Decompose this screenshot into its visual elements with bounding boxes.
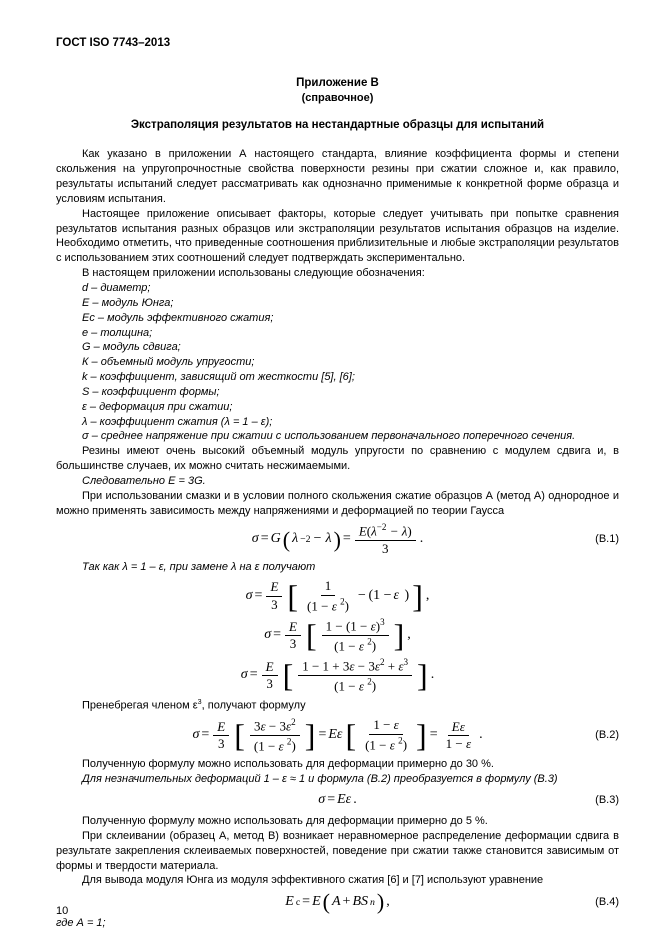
document-id: ГОСТ ISO 7743–2013: [56, 36, 619, 52]
document-page: ГОСТ ISO 7743–2013 Приложение В (справоч…: [0, 0, 661, 935]
eqnum-b2: (В.2): [595, 728, 619, 743]
paragraph-10: Для незначительных деформаций 1 – ε ≈ 1 …: [56, 772, 619, 787]
page-number: 10: [56, 904, 68, 919]
def-sig: σ – среднее напряжение при сжатии с испо…: [56, 429, 619, 444]
paragraph-3: В настоящем приложении использованы след…: [56, 266, 619, 281]
eqnum-b3: (В.3): [595, 793, 619, 808]
def-e: е – толщина;: [56, 326, 619, 341]
appendix-title: Приложение В: [56, 76, 619, 92]
equation-b2: σ = E3 [ 3ε − 3ε2(1 − ε 2) ] = Eε [ 1 − …: [56, 717, 619, 753]
paragraph-7: Так как λ = 1 – ε, при замене λ на ε пол…: [56, 560, 619, 575]
definitions-list: d – диаметр; Е – модуль Юнга; Eс – модул…: [56, 281, 619, 444]
paragraph-11: Полученную формулу можно использовать дл…: [56, 814, 619, 829]
equation-b4: Ec = E(A + BSn), (В.4): [56, 892, 619, 912]
def-G: G – модуль сдвига;: [56, 340, 619, 355]
paragraph-14: где А = 1;: [56, 916, 619, 931]
equation-int3: σ = E3 [ 1 − 1 + 3ε − 3ε2 + ε3(1 − ε 2) …: [56, 657, 619, 693]
eqnum-b4: (В.4): [595, 895, 619, 910]
paragraph-1: Как указано в приложении А настоящего ст…: [56, 147, 619, 206]
appendix-heading: Экстраполяция результатов на нестандартн…: [56, 118, 619, 134]
def-S: S – коэффициент формы;: [56, 385, 619, 400]
paragraph-5: Следовательно Е = 3G.: [56, 474, 619, 489]
paragraph-6: При использовании смазки и в условии пол…: [56, 489, 619, 519]
paragraph-2: Настоящее приложение описывает факторы, …: [56, 207, 619, 266]
paragraph-8: Пренебрегая членом ε3, получают формулу: [56, 698, 619, 714]
def-eps: ε – деформация при сжатии;: [56, 400, 619, 415]
def-k: k – коэффициент, зависящий от жесткости …: [56, 370, 619, 385]
paragraph-13: Для вывода модуля Юнга из модуля эффекти…: [56, 873, 619, 888]
def-lam: λ – коэффициент сжатия (λ = 1 – ε);: [56, 415, 619, 430]
def-d: d – диаметр;: [56, 281, 619, 296]
paragraph-9: Полученную формулу можно использовать дл…: [56, 757, 619, 772]
paragraph-12: При склеивании (образец А, метод В) возн…: [56, 829, 619, 874]
equation-int1: σ = E3 [ 1(1 − ε 2) − (1 − ε ) ],: [56, 579, 619, 613]
paragraph-4: Резины имеют очень высокий объемный моду…: [56, 444, 619, 474]
equation-b1: σ = G(λ−2 − λ) = E(λ−2 − λ)3 . (В.1): [56, 522, 619, 556]
def-E: Е – модуль Юнга;: [56, 296, 619, 311]
appendix-subtitle: (справочное): [56, 91, 619, 106]
eqnum-b1: (В.1): [595, 532, 619, 547]
def-Ec: Eс – модуль эффективного сжатия;: [56, 311, 619, 326]
equation-b3: σ = Eε . (В.3): [56, 791, 619, 810]
def-K: К – объемный модуль упругости;: [56, 355, 619, 370]
equation-int2: σ = E3 [ 1 − (1 − ε)3(1 − ε 2) ],: [56, 617, 619, 653]
